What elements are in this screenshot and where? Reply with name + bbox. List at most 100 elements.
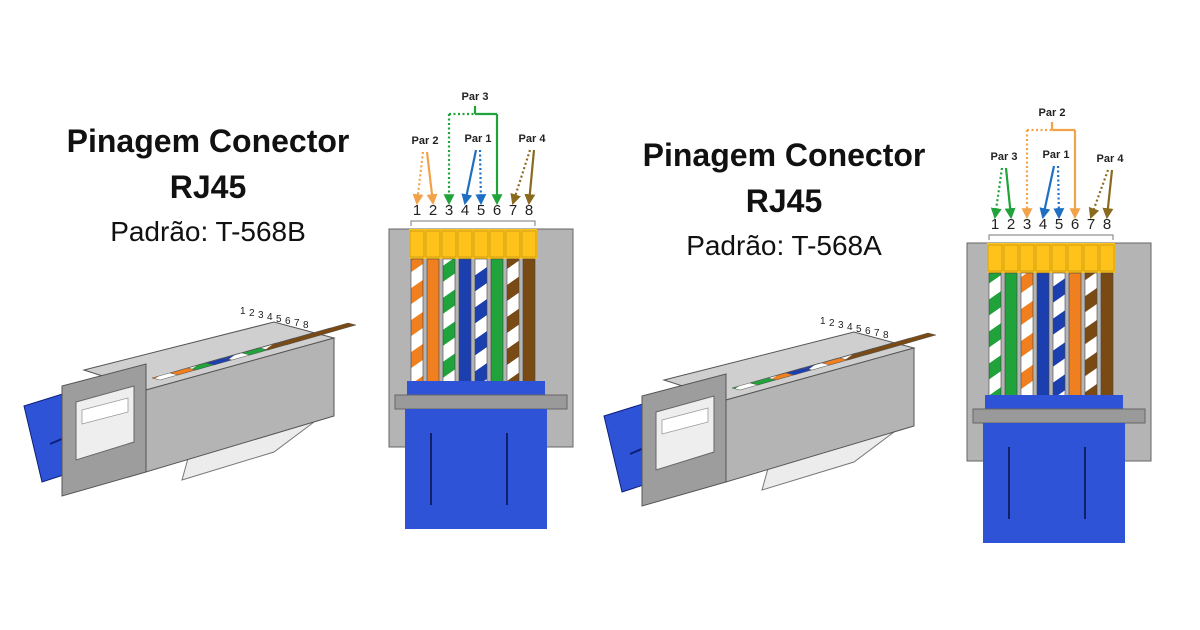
pin-number-5: 5: [1055, 216, 1063, 233]
pair-label-par3: Par 3: [462, 91, 489, 103]
front-slot: [81, 397, 129, 425]
perspective-pin-3: 3: [838, 320, 844, 331]
wire-3: [1020, 272, 1034, 398]
pin-number-7: 7: [1087, 216, 1095, 233]
pair-arrow-a-par3: [990, 167, 1004, 220]
wire-1: [410, 258, 424, 384]
perspective-pin-3: 3: [258, 310, 264, 321]
perspective-pin-1: 1: [240, 306, 246, 317]
pin-number-3: 3: [1023, 216, 1031, 233]
clip-bar: [972, 408, 1146, 424]
contact-5: [473, 230, 489, 258]
pin-number-6: 6: [493, 202, 501, 219]
heading-rj45-a: RJ45: [745, 183, 823, 219]
perspective-pin-2: 2: [249, 308, 255, 319]
contact-8: [521, 230, 537, 258]
wire-2: [426, 258, 440, 384]
jacket-top: [985, 395, 1123, 411]
perspective-pin-4: 4: [847, 322, 853, 333]
pin-number-7: 7: [509, 202, 517, 219]
perspective-pin-6: 6: [285, 316, 291, 327]
pin-number-4: 4: [461, 202, 469, 219]
contact-4: [1035, 244, 1051, 272]
contact-3: [1019, 244, 1035, 272]
heading-pinagem-b: Pinagem Conector: [66, 123, 350, 159]
pair-arrow-b-par4: [524, 149, 536, 206]
perspective-pin-7: 7: [874, 328, 880, 339]
perspective-pin-2: 2: [829, 318, 835, 329]
pair-label-par3: Par 3: [991, 151, 1018, 163]
front-slot: [661, 407, 709, 435]
clip-bar: [394, 394, 568, 410]
perspective-pin-4: 4: [267, 312, 273, 323]
pin-number-5: 5: [477, 202, 485, 219]
contact-bracket: [988, 234, 1114, 240]
contact-2: [1003, 244, 1019, 272]
cable-boot: [983, 423, 1125, 543]
pair-label-par1: Par 1: [1043, 149, 1070, 161]
pair-arrow-a-par1: [461, 149, 478, 206]
pin-number-8: 8: [525, 202, 533, 219]
wire-5: [474, 258, 488, 384]
perspective-pin-8: 8: [303, 320, 309, 331]
perspective-pin-5: 5: [276, 314, 282, 325]
perspective-pin-5: 5: [856, 324, 862, 335]
pair-arrow-a-par2: [412, 151, 425, 206]
jacket-top: [407, 381, 545, 397]
contact-3: [441, 230, 457, 258]
pair-label-par4: Par 4: [1097, 153, 1125, 165]
wire-6: [1068, 272, 1082, 398]
pin-number-1: 1: [413, 202, 421, 219]
contact-6: [489, 230, 505, 258]
title-t568a: Pinagem Conector RJ45 Padrão: T-568A: [634, 132, 934, 268]
pair-arrow-b-par4: [1102, 169, 1114, 220]
pair-arrow-a-par4: [510, 149, 532, 206]
standard-label-b: Padrão: T-568B: [110, 216, 306, 247]
wire-8: [1100, 272, 1114, 398]
perspective-wire-8: [857, 332, 937, 356]
pin-number-6: 6: [1071, 216, 1079, 233]
wire-7: [506, 258, 520, 384]
contact-1: [987, 244, 1003, 272]
wire-4: [1036, 272, 1050, 398]
pair-label-par2: Par 2: [1039, 107, 1066, 119]
contact-bracket: [410, 220, 536, 226]
pair-arrow-b-par1: [1053, 165, 1065, 220]
pin-number-3: 3: [445, 202, 453, 219]
contact-7: [1083, 244, 1099, 272]
cable-boot: [405, 409, 547, 529]
pair-label-par1: Par 1: [465, 133, 492, 145]
pin-number-2: 2: [1007, 216, 1015, 233]
pin-number-4: 4: [1039, 216, 1047, 233]
pair-label-par2: Par 2: [412, 135, 439, 147]
contact-6: [1067, 244, 1083, 272]
pair-label-par4: Par 4: [519, 133, 547, 145]
pair-arrow-a-par4: [1088, 169, 1110, 220]
pair-arrow-a-par1: [1039, 165, 1056, 220]
pin-number-2: 2: [429, 202, 437, 219]
wire-8: [522, 258, 536, 384]
perspective-pin-1: 1: [820, 316, 826, 327]
wire-7: [1084, 272, 1098, 398]
contact-2: [425, 230, 441, 258]
pair-arrow-b-par1: [475, 149, 487, 206]
pair-arrow-b-par3: [1004, 167, 1016, 220]
pin-number-8: 8: [1103, 216, 1111, 233]
wire-3: [442, 258, 456, 384]
perspective-pin-6: 6: [865, 326, 871, 337]
contact-1: [409, 230, 425, 258]
heading-rj45-b: RJ45: [169, 169, 247, 205]
perspective-pin-7: 7: [294, 318, 300, 329]
contact-7: [505, 230, 521, 258]
wire-2: [1004, 272, 1018, 398]
contact-5: [1051, 244, 1067, 272]
wire-6: [490, 258, 504, 384]
perspective-pin-8: 8: [883, 330, 889, 341]
standard-label-a: Padrão: T-568A: [686, 230, 882, 261]
perspective-wire-8: [277, 322, 357, 346]
contact-4: [457, 230, 473, 258]
contact-8: [1099, 244, 1115, 272]
